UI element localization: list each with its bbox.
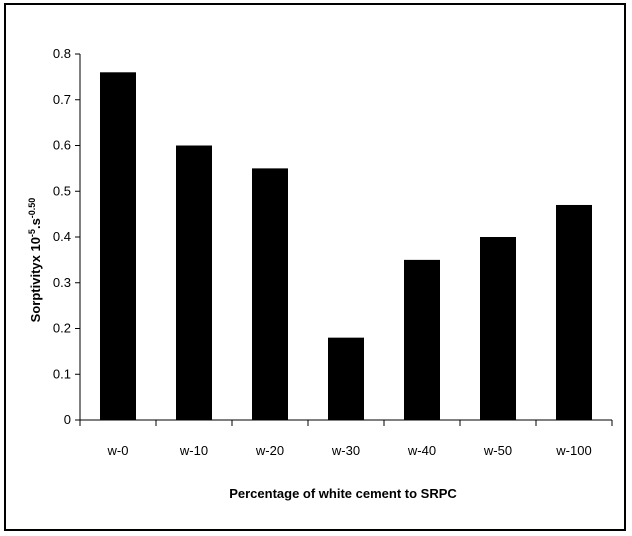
y-axis-title-exp1: -5 bbox=[27, 229, 37, 237]
x-axis-title: Percentage of white cement to SRPC bbox=[229, 486, 457, 501]
x-tick-label: w-0 bbox=[107, 443, 129, 458]
x-tick-label: w-30 bbox=[331, 443, 360, 458]
x-tick-label: w-10 bbox=[179, 443, 208, 458]
y-axis-title-exp2: -0.50 bbox=[27, 198, 37, 219]
bar-w-20 bbox=[252, 168, 288, 420]
y-axis-title-base: Sorptivityx 10 bbox=[28, 237, 43, 322]
bar-w-10 bbox=[176, 145, 212, 420]
bar-w-0 bbox=[100, 72, 136, 421]
bar-w-30 bbox=[328, 337, 364, 420]
y-tick-label: 0.5 bbox=[53, 183, 71, 198]
y-tick-label: 0.6 bbox=[53, 138, 71, 153]
bar-w-40 bbox=[404, 259, 440, 420]
y-axis-ticks: 0 0.1 0.2 0.3 0.4 0.5 0.6 0.7 0.8 bbox=[53, 46, 80, 427]
x-tick-label: w-100 bbox=[555, 443, 591, 458]
y-tick-label: 0.2 bbox=[53, 321, 71, 336]
y-tick-label: 0.7 bbox=[53, 92, 71, 107]
y-axis-title-mid: .s bbox=[28, 218, 43, 229]
y-tick-label: 0.1 bbox=[53, 366, 71, 381]
bars-group bbox=[100, 72, 592, 421]
bar-w-50 bbox=[480, 237, 516, 420]
y-axis-title: Sorptivityx 10-5.s-0.50 bbox=[27, 198, 43, 323]
y-tick-label: 0.8 bbox=[53, 46, 71, 61]
bar-w-100 bbox=[556, 204, 592, 420]
x-tick-label: w-50 bbox=[483, 443, 512, 458]
x-tick-label: w-40 bbox=[407, 443, 436, 458]
y-tick-label: 0.4 bbox=[53, 229, 71, 244]
x-axis-ticks: w-0 w-10 w-20 w-30 w-40 w-50 w-100 bbox=[79, 420, 613, 458]
x-tick-label: w-20 bbox=[255, 443, 284, 458]
y-tick-label: 0 bbox=[64, 412, 71, 427]
y-tick-label: 0.3 bbox=[53, 275, 71, 290]
